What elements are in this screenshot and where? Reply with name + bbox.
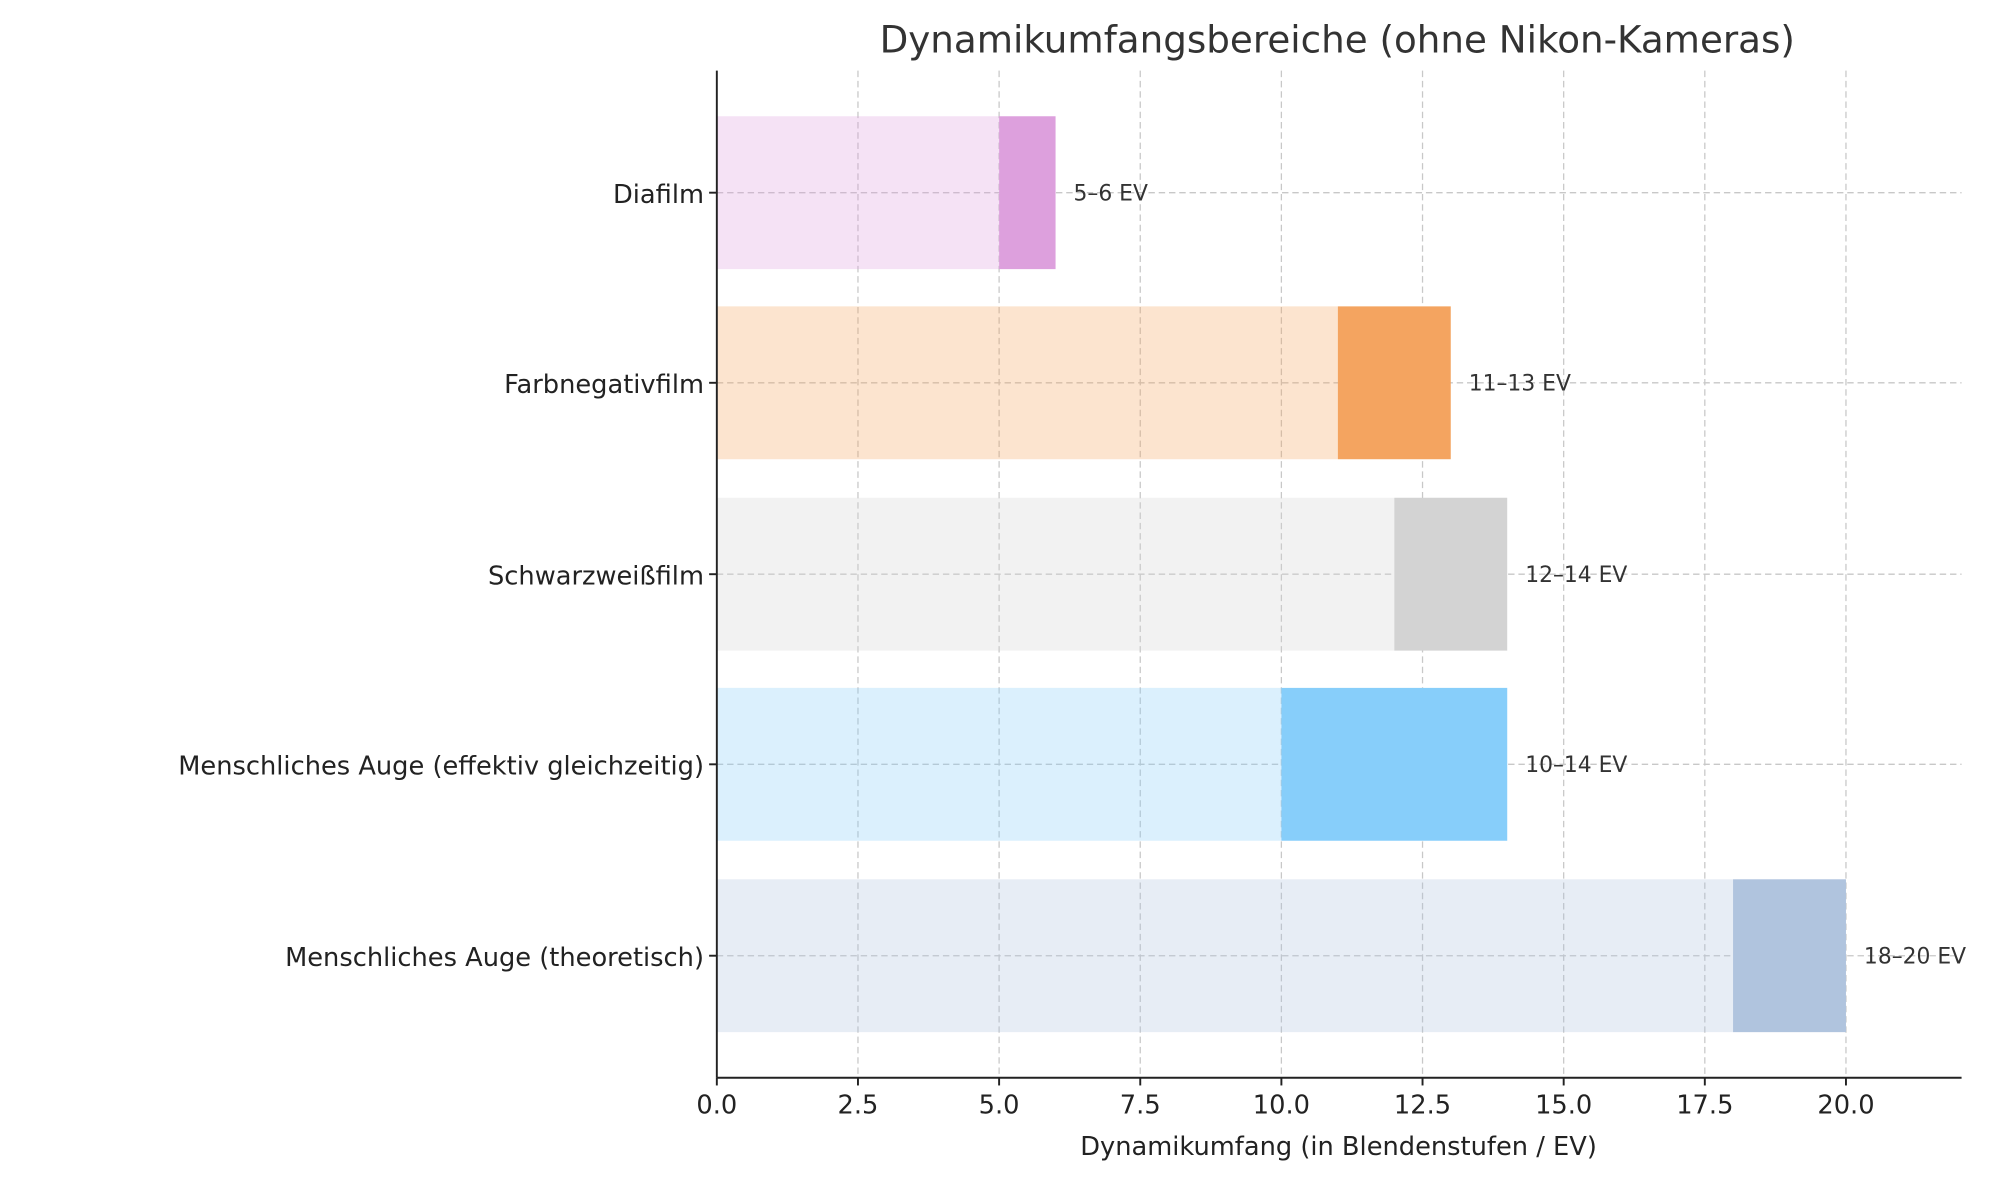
bar-base: [716, 306, 1338, 460]
x-tick-label: 20.0: [1817, 1091, 1874, 1121]
y-tick-label: Diafilm: [613, 180, 704, 210]
axes: Diafilm Farbnegativfilm Schwarzweißfilm Men…: [178, 70, 1962, 1121]
y-tick-label: Farbnegativfilm: [504, 370, 704, 400]
y-tick-label: Menschliches Auge (effektiv gleichzeitig…: [178, 752, 704, 782]
x-tick-label: 5.0: [979, 1091, 1020, 1121]
data-label: 10–14 EV: [1525, 753, 1627, 778]
x-tick-label: 10.0: [1253, 1091, 1310, 1121]
bar-range: [1337, 306, 1451, 460]
x-tick-label: 2.5: [838, 1091, 879, 1121]
bar-base: [716, 879, 1734, 1033]
bar-base: [716, 687, 1282, 841]
x-tick-label: 12.5: [1394, 1091, 1451, 1121]
bar-range: [1394, 497, 1508, 651]
data-label: 11–13 EV: [1469, 372, 1571, 397]
data-label: 5–6 EV: [1074, 181, 1148, 206]
x-axis-label: Dynamikumfang (in Blendenstufen / EV): [1080, 1132, 1597, 1162]
bar-base: [716, 116, 1000, 270]
data-label: 18–20 EV: [1864, 944, 1966, 969]
bar-base: [716, 497, 1395, 651]
x-tick-label: 7.5: [1120, 1091, 1161, 1121]
chart-title: Dynamikumfangsbereiche (ohne Nikon-Kamer…: [880, 18, 1795, 62]
y-tick-label: Schwarzweißfilm: [488, 561, 704, 591]
x-tick-label: 17.5: [1676, 1091, 1733, 1121]
x-tick-label: 0.0: [696, 1091, 737, 1121]
bar-range: [1733, 879, 1846, 1033]
data-label: 12–14 EV: [1525, 563, 1627, 588]
bars: 5–6 EV 11–13 EV 12–14 EV 10–14 EV 18–20 EV: [716, 116, 1966, 1033]
bar-range: [999, 116, 1056, 270]
bar-range: [1281, 687, 1508, 841]
y-tick-label: Menschliches Auge (theoretisch): [285, 943, 704, 973]
x-tick-label: 15.0: [1535, 1091, 1592, 1121]
